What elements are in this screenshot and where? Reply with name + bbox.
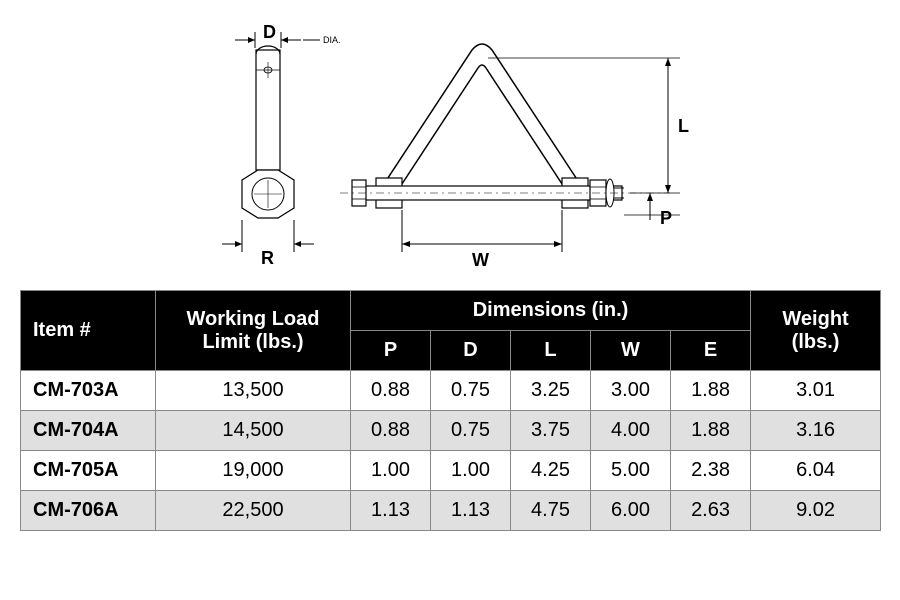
header-item: Item # bbox=[21, 291, 156, 371]
cell-P: 0.88 bbox=[351, 411, 431, 451]
cell-L: 3.25 bbox=[511, 371, 591, 411]
cell-L: 4.25 bbox=[511, 451, 591, 491]
header-dim-E: E bbox=[671, 331, 751, 371]
header-dim-L: L bbox=[511, 331, 591, 371]
cell-wll: 13,500 bbox=[156, 371, 351, 411]
cell-item: CM-704A bbox=[21, 411, 156, 451]
cell-wll: 22,500 bbox=[156, 491, 351, 531]
header-dim-W: W bbox=[591, 331, 671, 371]
header-dimensions: Dimensions (in.) bbox=[351, 291, 751, 331]
label-R: R bbox=[261, 248, 274, 268]
header-wll: Working Load Limit (lbs.) bbox=[156, 291, 351, 371]
cell-wll: 19,000 bbox=[156, 451, 351, 491]
cell-wt: 6.04 bbox=[751, 451, 881, 491]
cell-P: 1.13 bbox=[351, 491, 431, 531]
table-row: CM-706A 22,500 1.13 1.13 4.75 6.00 2.63 … bbox=[21, 491, 881, 531]
cell-E: 2.38 bbox=[671, 451, 751, 491]
label-D: D bbox=[263, 22, 276, 42]
label-W: W bbox=[472, 250, 489, 270]
technical-diagram: D DIA. R L bbox=[20, 20, 880, 280]
cell-D: 0.75 bbox=[431, 411, 511, 451]
header-dim-D: D bbox=[431, 331, 511, 371]
specifications-table: Item # Working Load Limit (lbs.) Dimensi… bbox=[20, 290, 881, 531]
cell-wt: 9.02 bbox=[751, 491, 881, 531]
cell-L: 3.75 bbox=[511, 411, 591, 451]
table-row: CM-705A 19,000 1.00 1.00 4.25 5.00 2.38 … bbox=[21, 451, 881, 491]
cell-item: CM-703A bbox=[21, 371, 156, 411]
header-weight: Weight (lbs.) bbox=[751, 291, 881, 371]
cell-L: 4.75 bbox=[511, 491, 591, 531]
cell-E: 1.88 bbox=[671, 371, 751, 411]
table-body: CM-703A 13,500 0.88 0.75 3.25 3.00 1.88 … bbox=[21, 371, 881, 531]
cell-W: 5.00 bbox=[591, 451, 671, 491]
table-row: CM-704A 14,500 0.88 0.75 3.75 4.00 1.88 … bbox=[21, 411, 881, 451]
label-L: L bbox=[678, 116, 689, 136]
cell-P: 0.88 bbox=[351, 371, 431, 411]
header-dim-P: P bbox=[351, 331, 431, 371]
cell-W: 6.00 bbox=[591, 491, 671, 531]
cell-D: 1.00 bbox=[431, 451, 511, 491]
cell-P: 1.00 bbox=[351, 451, 431, 491]
cell-E: 2.63 bbox=[671, 491, 751, 531]
table-row: CM-703A 13,500 0.88 0.75 3.25 3.00 1.88 … bbox=[21, 371, 881, 411]
cell-item: CM-706A bbox=[21, 491, 156, 531]
label-P: P bbox=[660, 208, 672, 228]
cell-wt: 3.01 bbox=[751, 371, 881, 411]
cell-D: 1.13 bbox=[431, 491, 511, 531]
cell-D: 0.75 bbox=[431, 371, 511, 411]
cell-wt: 3.16 bbox=[751, 411, 881, 451]
cell-item: CM-705A bbox=[21, 451, 156, 491]
cell-W: 4.00 bbox=[591, 411, 671, 451]
label-dia: DIA. bbox=[323, 35, 341, 45]
cell-W: 3.00 bbox=[591, 371, 671, 411]
cell-E: 1.88 bbox=[671, 411, 751, 451]
cell-wll: 14,500 bbox=[156, 411, 351, 451]
